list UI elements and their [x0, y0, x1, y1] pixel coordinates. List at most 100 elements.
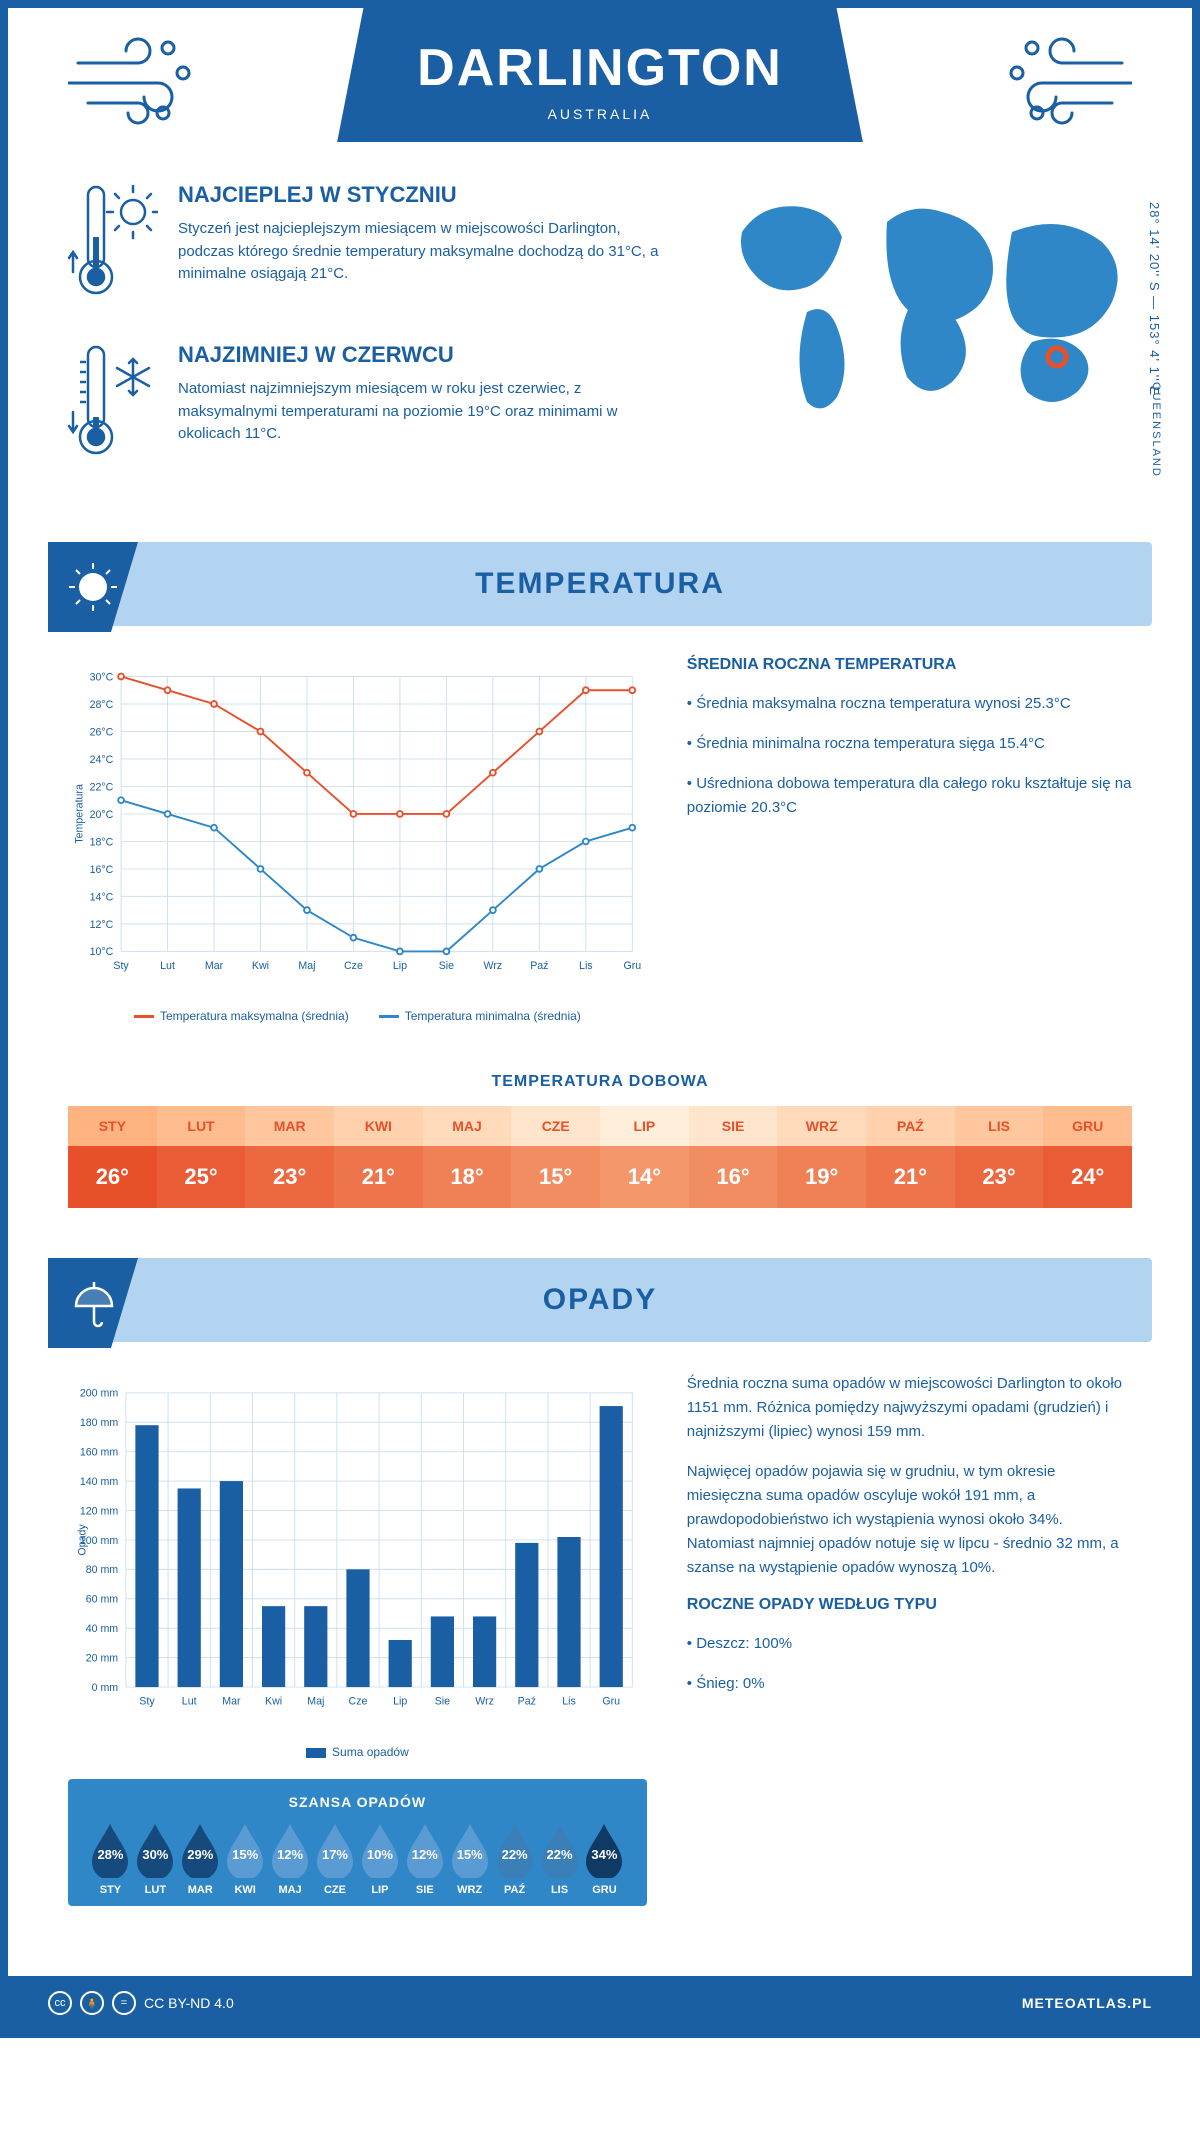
- cold-fact: NAJZIMNIEJ W CZERWCU Natomiast najzimnie…: [68, 342, 672, 462]
- daily-cell: LIP 14°: [600, 1106, 689, 1208]
- svg-text:Gru: Gru: [602, 1695, 620, 1707]
- drop-item: 12% MAJ: [268, 1822, 313, 1896]
- svg-text:Gru: Gru: [623, 960, 641, 972]
- cc-icon: cc: [48, 1991, 72, 2015]
- drop-item: 28% STY: [88, 1822, 133, 1896]
- title-banner: DARLINGTON AUSTRALIA: [337, 8, 863, 142]
- svg-text:20°C: 20°C: [90, 809, 114, 821]
- header: DARLINGTON AUSTRALIA: [8, 8, 1192, 182]
- precip-title: OPADY: [543, 1283, 657, 1316]
- temperature-chart-row: 10°C12°C14°C16°C18°C20°C22°C24°C26°C28°C…: [8, 656, 1192, 1053]
- svg-text:Temperatura: Temperatura: [73, 784, 85, 844]
- daily-cell: CZE 15°: [511, 1106, 600, 1208]
- world-map-icon: [712, 182, 1132, 422]
- warm-fact: NAJCIEPLEJ W STYCZNIU Styczeń jest najci…: [68, 182, 672, 302]
- drop-item: 15% KWI: [223, 1822, 268, 1896]
- svg-text:Sty: Sty: [139, 1695, 155, 1707]
- license-block: cc 🧍 = CC BY-ND 4.0: [48, 1991, 234, 2015]
- svg-text:Kwi: Kwi: [252, 960, 269, 972]
- svg-text:30°C: 30°C: [90, 671, 114, 683]
- world-map-block: 28° 14' 20'' S — 153° 4' 1'' E QUEENSLAN…: [712, 182, 1132, 502]
- svg-text:Lis: Lis: [562, 1695, 576, 1707]
- precip-bar-chart: 0 mm20 mm40 mm60 mm80 mm100 mm120 mm140 …: [68, 1372, 647, 1906]
- avg-temp-b3: • Uśredniona dobowa temperatura dla całe…: [687, 772, 1132, 820]
- svg-text:Sie: Sie: [435, 1695, 450, 1707]
- svg-text:16°C: 16°C: [90, 864, 114, 876]
- svg-text:22°C: 22°C: [90, 781, 114, 793]
- svg-text:24°C: 24°C: [90, 754, 114, 766]
- svg-text:40 mm: 40 mm: [86, 1623, 119, 1635]
- svg-text:18°C: 18°C: [90, 836, 114, 848]
- precip-legend: Suma opadów: [68, 1745, 647, 1759]
- drop-item: 17% CZE: [313, 1822, 358, 1896]
- cold-fact-text: NAJZIMNIEJ W CZERWCU Natomiast najzimnie…: [178, 342, 672, 462]
- temperature-line-chart: 10°C12°C14°C16°C18°C20°C22°C24°C26°C28°C…: [68, 656, 647, 1023]
- svg-text:Lip: Lip: [393, 960, 407, 972]
- drop-item: 22% PAŹ: [492, 1822, 537, 1896]
- temp-legend: Temperatura maksymalna (średnia) Tempera…: [68, 1009, 647, 1023]
- thermometer-cold-icon: [68, 342, 158, 462]
- precip-type-heading: ROCZNE OPADY WEDŁUG TYPU: [687, 1596, 1132, 1614]
- site-name: METEOATLAS.PL: [1022, 1995, 1152, 2011]
- svg-text:160 mm: 160 mm: [80, 1447, 118, 1459]
- svg-text:140 mm: 140 mm: [80, 1476, 118, 1488]
- by-icon: 🧍: [80, 1991, 104, 2015]
- svg-text:60 mm: 60 mm: [86, 1594, 119, 1606]
- svg-text:Paź: Paź: [518, 1695, 536, 1707]
- country-subtitle: AUSTRALIA: [417, 106, 783, 122]
- intro-row: NAJCIEPLEJ W STYCZNIU Styczeń jest najci…: [8, 182, 1192, 542]
- svg-text:0 mm: 0 mm: [92, 1682, 119, 1694]
- svg-text:Lut: Lut: [160, 960, 175, 972]
- svg-text:120 mm: 120 mm: [80, 1505, 118, 1517]
- svg-text:200 mm: 200 mm: [80, 1388, 118, 1400]
- svg-text:Opady: Opady: [76, 1524, 88, 1556]
- drop-item: 22% LIS: [537, 1822, 582, 1896]
- svg-text:Maj: Maj: [298, 960, 315, 972]
- svg-text:Paź: Paź: [530, 960, 548, 972]
- daily-cell: MAJ 18°: [423, 1106, 512, 1208]
- nd-icon: =: [112, 1991, 136, 2015]
- thermometer-hot-icon: [68, 182, 158, 302]
- footer: cc 🧍 = CC BY-ND 4.0 METEOATLAS.PL: [8, 1976, 1192, 2030]
- temperature-side-text: ŚREDNIA ROCZNA TEMPERATURA • Średnia mak…: [687, 656, 1132, 1023]
- intro-facts: NAJCIEPLEJ W STYCZNIU Styczeń jest najci…: [68, 182, 672, 502]
- umbrella-header-icon: [48, 1258, 138, 1348]
- svg-text:Wrz: Wrz: [475, 1695, 494, 1707]
- avg-temp-b1: • Średnia maksymalna roczna temperatura …: [687, 692, 1132, 716]
- daily-cell: LIS 23°: [955, 1106, 1044, 1208]
- wind-icon-left: [68, 28, 208, 128]
- daily-cell: LUT 25°: [157, 1106, 246, 1208]
- drop-item: 34% GRU: [582, 1822, 627, 1896]
- coordinates-label: 28° 14' 20'' S — 153° 4' 1'' E: [1147, 202, 1162, 396]
- avg-temp-heading: ŚREDNIA ROCZNA TEMPERATURA: [687, 656, 1132, 674]
- precip-side-text: Średnia roczna suma opadów w miejscowośc…: [687, 1372, 1132, 1906]
- daily-temp-title: TEMPERATURA DOBOWA: [8, 1073, 1192, 1091]
- svg-text:Cze: Cze: [344, 960, 363, 972]
- temperature-title: TEMPERATURA: [475, 567, 725, 600]
- svg-text:80 mm: 80 mm: [86, 1564, 119, 1576]
- daily-cell: WRZ 19°: [777, 1106, 866, 1208]
- sun-header-icon: [48, 542, 138, 632]
- precip-snow: • Śnieg: 0%: [687, 1672, 1132, 1696]
- svg-text:Sie: Sie: [439, 960, 454, 972]
- drop-item: 30% LUT: [133, 1822, 178, 1896]
- svg-text:Lut: Lut: [182, 1695, 197, 1707]
- svg-text:Mar: Mar: [222, 1695, 241, 1707]
- drop-item: 12% SIE: [402, 1822, 447, 1896]
- avg-temp-b2: • Średnia minimalna roczna temperatura s…: [687, 732, 1132, 756]
- svg-text:Wrz: Wrz: [484, 960, 503, 972]
- wind-icon-right: [992, 28, 1132, 128]
- warm-fact-text: NAJCIEPLEJ W STYCZNIU Styczeń jest najci…: [178, 182, 672, 302]
- precip-p1: Średnia roczna suma opadów w miejscowośc…: [687, 1372, 1132, 1444]
- legend-bar: Suma opadów: [332, 1745, 409, 1759]
- daily-temp-table: STY 26° LUT 25° MAR 23° KWI 21° MAJ 18° …: [68, 1106, 1132, 1208]
- legend-max: Temperatura maksymalna (średnia): [160, 1009, 349, 1023]
- drop-item: 10% LIP: [357, 1822, 402, 1896]
- svg-text:10°C: 10°C: [90, 946, 114, 958]
- svg-text:Kwi: Kwi: [265, 1695, 282, 1707]
- daily-cell: STY 26°: [68, 1106, 157, 1208]
- city-title: DARLINGTON: [417, 38, 783, 98]
- drops-row: 28% STY 30% LUT 29% MAR 15% KWI: [88, 1822, 627, 1896]
- precip-rain: • Deszcz: 100%: [687, 1632, 1132, 1656]
- svg-text:Maj: Maj: [307, 1695, 324, 1707]
